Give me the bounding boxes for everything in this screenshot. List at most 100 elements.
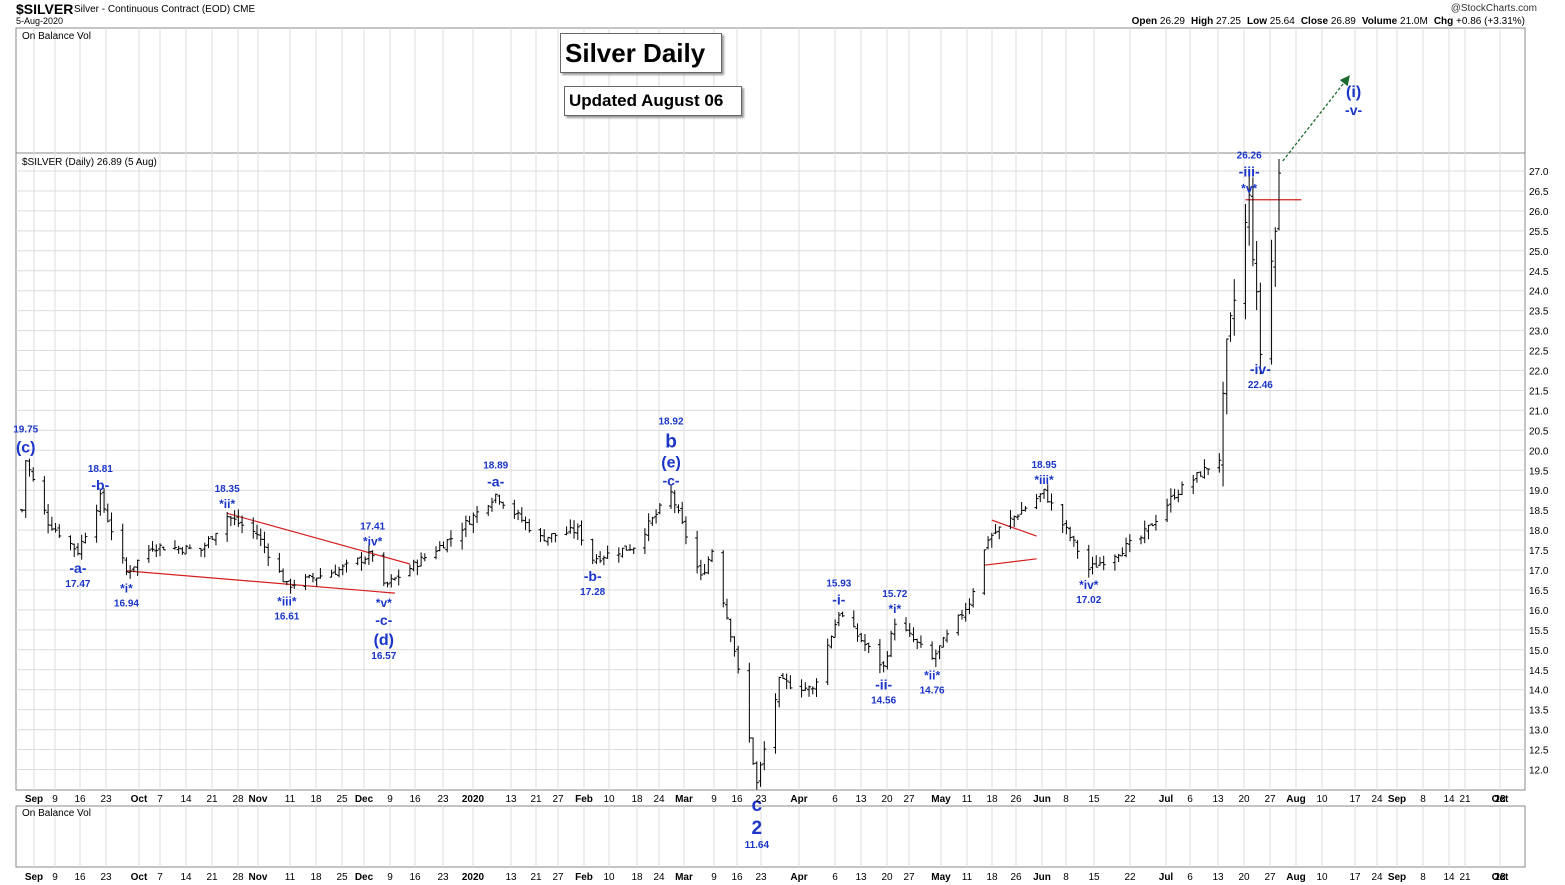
wave-label-group: -iv- 22.46 bbox=[1248, 361, 1273, 391]
x-tick-label-lower: 18 bbox=[986, 872, 998, 883]
y-tick-label: 19.5 bbox=[1529, 466, 1549, 477]
x-tick-label-lower: 27 bbox=[552, 872, 564, 883]
wave-label-group: -a- 18.89 bbox=[483, 461, 508, 490]
stat-chg: Chg +0.86 (+3.31%) bbox=[1433, 16, 1525, 27]
x-tick-label-lower: 27 bbox=[1264, 872, 1276, 883]
wave-label-group: *ii* 14.76 bbox=[920, 668, 945, 696]
x-tick-label: 20 bbox=[1238, 794, 1250, 805]
arrow-line bbox=[1282, 74, 1351, 162]
stat-label: High bbox=[1190, 16, 1214, 27]
x-tick-label: 18 bbox=[631, 794, 643, 805]
symbol: $SILVER bbox=[16, 1, 74, 17]
wave-label: 17.41 bbox=[360, 522, 385, 533]
wave-label: 18.89 bbox=[483, 461, 508, 472]
x-tick-label-lower: 28 bbox=[1494, 872, 1506, 883]
x-tick-label-lower: 16 bbox=[74, 872, 86, 883]
y-tick-label: 18.0 bbox=[1529, 526, 1549, 537]
x-tick-label-lower: Jun bbox=[1033, 872, 1051, 883]
wave-label: 15.72 bbox=[882, 589, 907, 600]
wave-label-group: -c-(e) b 18.92 bbox=[659, 416, 684, 488]
x-tick-label-lower: 11 bbox=[285, 872, 296, 883]
wave-label: c bbox=[752, 795, 763, 816]
wave-label: b bbox=[665, 431, 677, 452]
wave-label: -ii- bbox=[875, 676, 892, 692]
x-tick-label-lower: 8 bbox=[1420, 872, 1426, 883]
x-tick-label-lower: Apr bbox=[790, 872, 807, 883]
stat-low: Low 25.64 bbox=[1247, 16, 1295, 27]
x-tick-label: Jul bbox=[1159, 794, 1174, 805]
wave-label: 26.26 bbox=[1237, 151, 1262, 162]
x-tick-label-lower: May bbox=[931, 872, 951, 883]
wave-label: 16.61 bbox=[274, 612, 299, 623]
x-tick-label-lower: 17 bbox=[1349, 872, 1361, 883]
x-tick-label: Sep bbox=[25, 794, 43, 805]
wave-label: *v* bbox=[1241, 182, 1257, 196]
y-tick-label: 12.0 bbox=[1529, 766, 1549, 777]
x-tick-label: 21 bbox=[1459, 794, 1471, 805]
wave-label-group: -v-(i) bbox=[1345, 84, 1362, 118]
y-tick-label: 12.5 bbox=[1529, 746, 1549, 757]
x-tick-label: Jun bbox=[1033, 794, 1051, 805]
y-tick-label: 25.5 bbox=[1529, 227, 1549, 238]
x-tick-label-lower: 24 bbox=[653, 872, 665, 883]
x-tick-label: Sep bbox=[1388, 794, 1406, 805]
symbol-description: Silver - Continuous Contract (EOD) CME bbox=[74, 4, 255, 15]
x-tick-label-lower: 14 bbox=[1443, 872, 1455, 883]
x-tick-label: 24 bbox=[1371, 794, 1383, 805]
wave-label: (c) bbox=[16, 439, 36, 456]
wave-label-group: *iv* 17.41 bbox=[360, 522, 385, 549]
wave-label: -a- bbox=[69, 560, 86, 576]
updated-box: Updated August 06 bbox=[564, 86, 742, 116]
wave-label: 18.95 bbox=[1032, 460, 1057, 471]
x-tick-label-lower: Feb bbox=[575, 872, 593, 883]
x-tick-label: 8 bbox=[1063, 794, 1069, 805]
y-tick-label: 20.5 bbox=[1529, 426, 1549, 437]
y-tick-label: 27.0 bbox=[1529, 167, 1549, 178]
y-tick-label: 16.0 bbox=[1529, 606, 1549, 617]
wave-label-group: *i* 16.94 bbox=[114, 581, 139, 609]
x-tick-label: 27 bbox=[903, 794, 915, 805]
x-tick-label: 28 bbox=[232, 794, 244, 805]
y-tick-label: 24.5 bbox=[1529, 267, 1549, 278]
description-text: Silver - Continuous Contract (EOD) bbox=[74, 4, 231, 15]
x-tick-label: 6 bbox=[832, 794, 838, 805]
x-tick-label: 26 bbox=[1010, 794, 1022, 805]
y-tick-label: 26.5 bbox=[1529, 187, 1549, 198]
bottom-panel-label: On Balance Vol bbox=[22, 808, 91, 819]
x-tick-label: 15 bbox=[1088, 794, 1100, 805]
x-tick-label-lower: 20 bbox=[1238, 872, 1250, 883]
chart-panels bbox=[15, 27, 1526, 868]
x-tick-label: 25 bbox=[336, 794, 348, 805]
x-tick-label-lower: 21 bbox=[530, 872, 542, 883]
wave-label-group: (c) 19.75 bbox=[13, 424, 38, 456]
bottom-obv-panel bbox=[15, 805, 1526, 868]
y-tick-label: 21.0 bbox=[1529, 406, 1549, 417]
x-tick-label: May bbox=[931, 794, 951, 805]
price-panel bbox=[15, 152, 1526, 791]
y-tick-label: 26.0 bbox=[1529, 207, 1549, 218]
stat-label: Chg bbox=[1433, 16, 1454, 27]
stat-close: Close 26.89 bbox=[1300, 16, 1356, 27]
x-tick-label-lower: 25 bbox=[336, 872, 348, 883]
x-tick-label: 28 bbox=[1494, 794, 1506, 805]
trendline bbox=[991, 519, 1037, 537]
x-tick-label-lower: Oct bbox=[131, 872, 148, 883]
trendline bbox=[226, 512, 411, 565]
wave-label: *i* bbox=[888, 602, 901, 616]
wave-label-group: -ii- 14.56 bbox=[871, 676, 896, 706]
x-tick-label: Feb bbox=[575, 794, 593, 805]
wave-label-group: -b- 17.28 bbox=[580, 568, 605, 598]
x-tick-label-lower: 9 bbox=[387, 872, 393, 883]
y-tick-label: 18.5 bbox=[1529, 506, 1549, 517]
x-tick-label: 2020 bbox=[462, 794, 485, 805]
chart-date: 5-Aug-2020 bbox=[16, 16, 64, 26]
x-tick-label: 27 bbox=[1264, 794, 1276, 805]
x-tick-label-lower: 24 bbox=[1371, 872, 1383, 883]
stat-label: Open bbox=[1131, 16, 1158, 27]
x-tick-label-lower: 7 bbox=[157, 872, 163, 883]
x-tick-label: 21 bbox=[206, 794, 218, 805]
exchange-text: CME bbox=[232, 4, 256, 15]
x-tick-label-lower: 28 bbox=[232, 872, 244, 883]
trendlines bbox=[126, 199, 1302, 594]
